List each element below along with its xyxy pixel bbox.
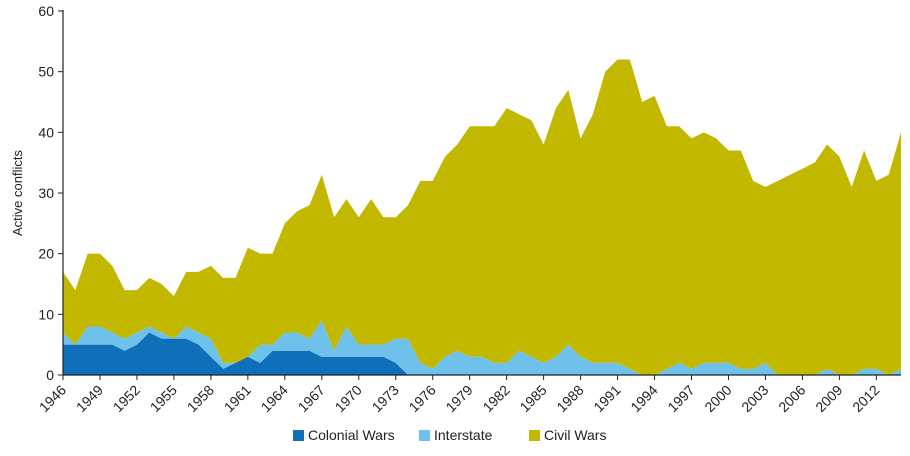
y-tick-group: 0 10 20 30 40 50 60 — [38, 3, 63, 383]
legend: Colonial Wars Interstate Civil Wars — [293, 427, 606, 443]
y-tick-label: 0 — [46, 367, 54, 383]
x-tick-label: 1952 — [110, 382, 143, 415]
y-tick-label: 60 — [38, 3, 54, 19]
x-tick-label: 1949 — [73, 382, 106, 415]
x-tick-label: 1955 — [147, 382, 180, 415]
area-civil-wars — [63, 60, 901, 375]
x-tick-label: 1988 — [553, 382, 586, 415]
y-tick-label: 30 — [38, 185, 54, 201]
x-tick-label: 2006 — [775, 382, 808, 415]
legend-swatch-colonial-wars — [293, 430, 304, 441]
x-tick-label: 1961 — [221, 382, 254, 415]
area-series-group — [63, 60, 901, 375]
x-tick-label: 1979 — [442, 382, 475, 415]
x-tick-label: 2003 — [738, 382, 771, 415]
x-tick-group: 1946 1949 1952 1955 1958 1961 1964 1967 1970 1973… — [36, 375, 883, 415]
x-tick-label: 1997 — [664, 382, 697, 415]
x-tick-label: 2012 — [849, 382, 882, 415]
legend-label-civil-wars: Civil Wars — [544, 427, 606, 443]
x-tick-label: 1982 — [479, 382, 512, 415]
legend-label-colonial-wars: Colonial Wars — [308, 427, 395, 443]
y-tick-label: 50 — [38, 64, 54, 80]
x-tick-label: 1964 — [258, 382, 291, 415]
legend-swatch-civil-wars — [529, 430, 540, 441]
x-tick-label: 1991 — [590, 382, 623, 415]
x-tick-label: 1985 — [516, 382, 549, 415]
x-tick-label: 1973 — [369, 382, 402, 415]
x-tick-label: 1970 — [332, 382, 365, 415]
y-axis-label: Active conflicts — [10, 150, 25, 236]
x-tick-label: 2009 — [812, 382, 845, 415]
y-tick-label: 20 — [38, 246, 54, 262]
legend-swatch-interstate — [419, 430, 430, 441]
x-tick-label: 1994 — [627, 382, 660, 415]
x-tick-label: 1976 — [405, 382, 438, 415]
y-tick-label: 10 — [38, 306, 54, 322]
y-tick-label: 40 — [38, 124, 54, 140]
legend-label-interstate: Interstate — [434, 427, 493, 443]
x-tick-label: 1958 — [184, 382, 217, 415]
x-tick-label: 1946 — [36, 382, 69, 415]
x-tick-label: 1967 — [295, 382, 328, 415]
stacked-area-chart: 0102030405060 1946 1949 1952 1955 1958 1961 19… — [0, 0, 910, 456]
x-tick-label: 2000 — [701, 382, 734, 415]
